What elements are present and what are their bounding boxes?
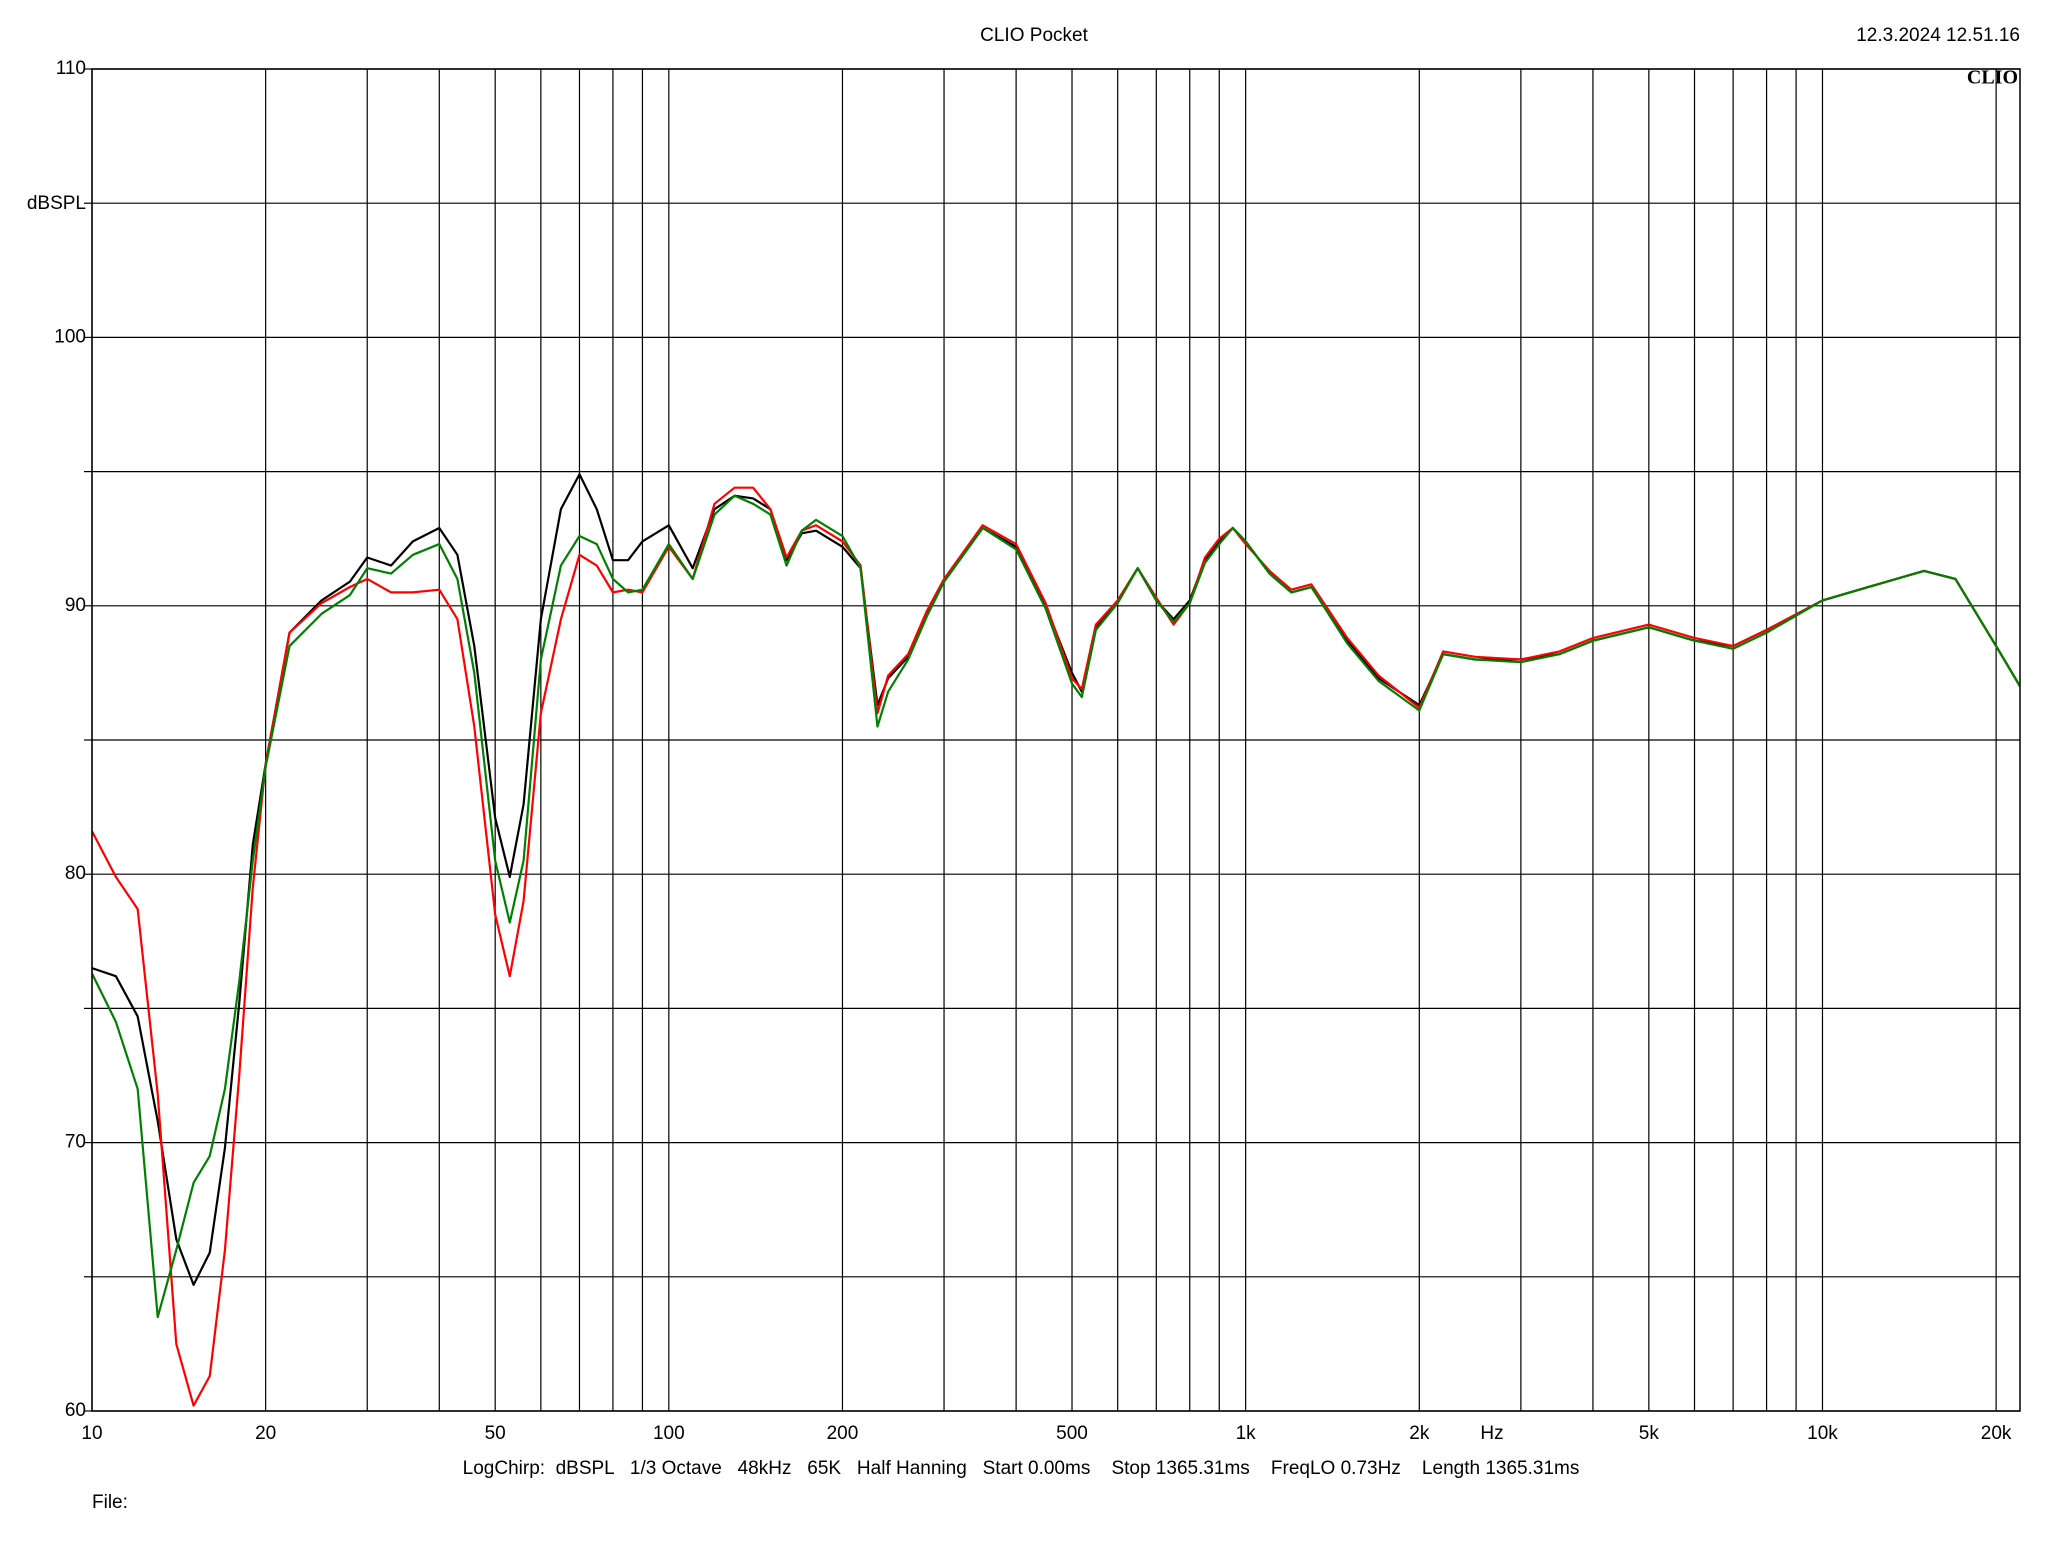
x-tick-label: 20: [255, 1423, 276, 1444]
series-line: [92, 494, 2020, 1319]
x-axis-label: Hz: [1480, 1423, 1503, 1444]
plot-lines: [92, 473, 2020, 1407]
x-tick-label: 50: [485, 1423, 506, 1444]
x-tick-label: 10: [81, 1423, 102, 1444]
x-tick-label: 500: [1056, 1423, 1088, 1444]
grid: [84, 68, 2020, 1412]
x-tick-label: 10k: [1807, 1423, 1838, 1444]
x-tick-label: 5k: [1639, 1423, 1660, 1444]
x-tick-label: 100: [653, 1423, 685, 1444]
logo: CLIO: [1967, 67, 2018, 89]
x-tick-label: 2k: [1409, 1423, 1430, 1444]
x-tick-label: 200: [827, 1423, 859, 1444]
y-tick-label: 110: [56, 58, 86, 79]
timestamp: 12.3.2024 12.51.16: [1856, 25, 2020, 46]
chart-title: CLIO Pocket: [980, 25, 1088, 46]
y-tick-label: 80: [65, 863, 86, 884]
x-tick-label: 1k: [1236, 1423, 1257, 1444]
footer: LogChirp: dBSPL 1/3 Octave 48kHz 65K Hal…: [463, 1458, 1580, 1479]
x-tick-label: 20k: [1981, 1423, 2012, 1444]
file-label: File:: [92, 1492, 128, 1513]
y-tick-label: 90: [65, 595, 86, 616]
y-tick-label: 60: [65, 1400, 86, 1421]
y-tick-label: 100: [54, 326, 86, 347]
plot-frame: [91, 68, 2021, 1412]
y-tick-label: 70: [65, 1132, 86, 1153]
series-line: [92, 486, 2020, 1407]
y-axis-label: dBSPL: [27, 193, 86, 214]
series-line: [92, 473, 2020, 1286]
